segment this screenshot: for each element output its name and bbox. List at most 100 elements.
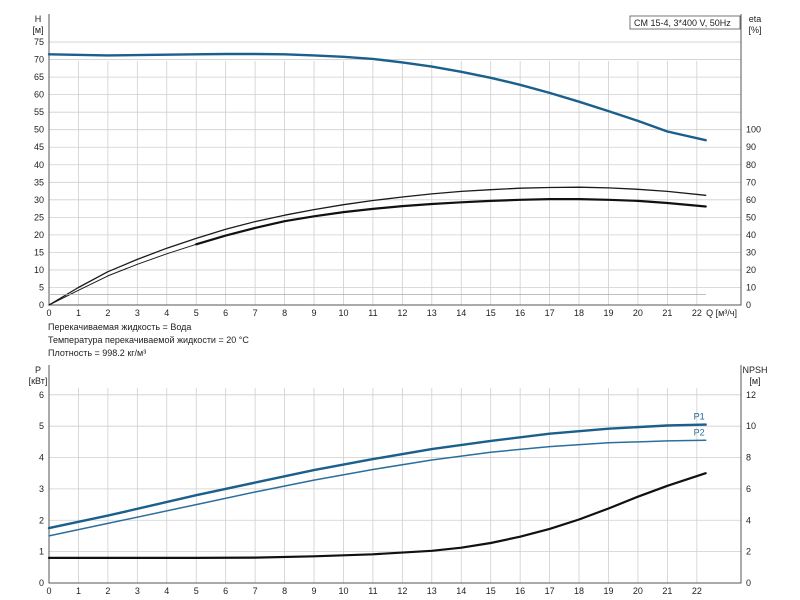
- x-tick-label: 9: [312, 308, 317, 318]
- right-tick-label: 40: [746, 230, 756, 240]
- left-tick-label: 30: [34, 195, 44, 205]
- x-tick-label: 3: [135, 308, 140, 318]
- left-axis-unit: [м]: [32, 25, 43, 35]
- x-tick-label: 18: [574, 586, 584, 596]
- x-tick-label: 19: [603, 586, 613, 596]
- right-tick-label: 10: [746, 421, 756, 431]
- x-tick-label: 13: [427, 586, 437, 596]
- x-tick-label: 11: [368, 586, 377, 596]
- left-tick-label: 50: [34, 125, 44, 135]
- x-tick-label: 8: [282, 586, 287, 596]
- left-axis-label: H: [35, 14, 42, 24]
- x-axis-unit: Q [м³/ч]: [706, 308, 737, 318]
- left-tick-label: 0: [39, 578, 44, 588]
- left-tick-label: 2: [39, 515, 44, 525]
- right-tick-label: 12: [746, 390, 756, 400]
- left-tick-label: 1: [39, 547, 44, 557]
- x-tick-label: 7: [253, 586, 258, 596]
- right-tick-label: 50: [746, 212, 756, 222]
- x-tick-label: 4: [164, 586, 169, 596]
- x-tick-label: 2: [105, 308, 110, 318]
- x-tick-label: 13: [427, 308, 437, 318]
- x-tick-label: 15: [486, 586, 496, 596]
- left-tick-label: 35: [34, 177, 44, 187]
- left-tick-label: 25: [34, 212, 44, 222]
- right-tick-label: 100: [746, 125, 761, 135]
- legend-box: [629, 15, 741, 30]
- series-line-p1: [47, 423, 707, 530]
- left-tick-label: 10: [34, 265, 44, 275]
- left-tick-label: 60: [34, 90, 44, 100]
- left-tick-label: 45: [34, 142, 44, 152]
- x-tick-label: 1: [76, 586, 81, 596]
- x-tick-label: 0: [46, 586, 51, 596]
- right-tick-label: 0: [746, 578, 751, 588]
- left-tick-label: 15: [34, 247, 44, 257]
- left-axis-label: P: [35, 365, 41, 375]
- series-line-0-3: [195, 198, 707, 246]
- left-tick-label: 40: [34, 160, 44, 170]
- x-tick-label: 14: [456, 308, 466, 318]
- x-tick-label: 19: [603, 308, 613, 318]
- fluid-note: Перекачиваемая жидкость = Вода: [48, 322, 192, 332]
- right-tick-label: 20: [746, 265, 756, 275]
- x-tick-label: 20: [633, 586, 643, 596]
- left-axis-unit: [кВт]: [29, 376, 48, 386]
- right-tick-label: 60: [746, 195, 756, 205]
- x-tick-label: 10: [338, 586, 348, 596]
- right-tick-label: 80: [746, 160, 756, 170]
- left-tick-label: 4: [39, 453, 44, 463]
- x-tick-label: 0: [46, 308, 51, 318]
- left-tick-label: 6: [39, 390, 44, 400]
- series-line-0-0: [47, 52, 707, 142]
- left-tick-label: 3: [39, 484, 44, 494]
- x-tick-label: 16: [515, 308, 525, 318]
- x-tick-label: 22: [692, 586, 702, 596]
- x-tick-label: 9: [312, 586, 317, 596]
- series-label-p1: P1: [694, 412, 705, 422]
- series-line-0-2: [48, 243, 197, 306]
- x-tick-label: 6: [223, 586, 228, 596]
- x-tick-label: 17: [545, 586, 555, 596]
- right-axis-label: eta: [749, 14, 762, 24]
- axis-frame: [48, 14, 742, 306]
- left-tick-label: 70: [34, 55, 44, 65]
- right-tick-label: 8: [746, 453, 751, 463]
- x-tick-label: 7: [253, 308, 258, 318]
- series-label-p2: P2: [694, 427, 705, 437]
- x-tick-label: 6: [223, 308, 228, 318]
- left-tick-label: 0: [39, 300, 44, 310]
- right-tick-label: 0: [746, 300, 751, 310]
- x-tick-label: 12: [397, 308, 407, 318]
- x-tick-label: 3: [135, 586, 140, 596]
- right-tick-label: 70: [746, 177, 756, 187]
- series-line-1-2: [47, 472, 707, 559]
- temperature-note: Температура перекачиваемой жидкости = 20…: [48, 335, 249, 345]
- x-tick-label: 2: [105, 586, 110, 596]
- x-tick-label: 17: [545, 308, 555, 318]
- x-tick-label: 4: [164, 308, 169, 318]
- x-tick-label: 21: [662, 308, 672, 318]
- x-tick-label: 18: [574, 308, 584, 318]
- x-tick-label: 21: [662, 586, 672, 596]
- x-tick-label: 12: [397, 586, 407, 596]
- x-tick-label: 22: [692, 308, 702, 318]
- x-tick-label: 11: [368, 308, 377, 318]
- left-tick-label: 5: [39, 282, 44, 292]
- right-tick-label: 4: [746, 515, 751, 525]
- left-tick-label: 55: [34, 107, 44, 117]
- left-tick-label: 5: [39, 421, 44, 431]
- left-tick-label: 75: [34, 37, 44, 47]
- x-tick-label: 14: [456, 586, 466, 596]
- right-tick-label: 90: [746, 142, 756, 152]
- left-tick-label: 20: [34, 230, 44, 240]
- series-line-p2: [48, 439, 707, 537]
- legend-text: CM 15-4, 3*400 V, 50Hz: [634, 18, 731, 28]
- axis-frame: [48, 365, 742, 584]
- right-tick-label: 30: [746, 247, 756, 257]
- x-tick-label: 5: [194, 586, 199, 596]
- x-tick-label: 15: [486, 308, 496, 318]
- x-tick-label: 8: [282, 308, 287, 318]
- right-tick-label: 2: [746, 547, 751, 557]
